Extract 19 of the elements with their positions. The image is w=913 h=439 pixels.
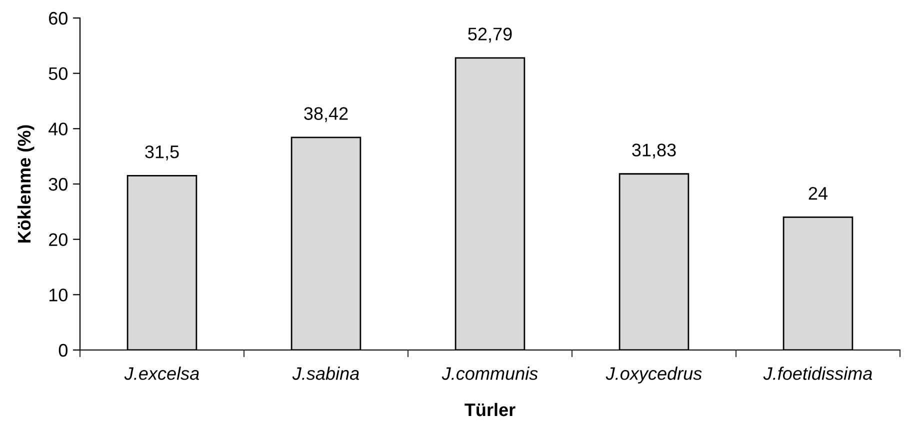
y-tick-label: 60 [49,12,68,25]
x-axis-title: Türler [464,402,516,416]
data-label: 31,83 [632,144,676,159]
y-tick-label: 40 [48,122,68,136]
y-tick-label: 50 [48,67,68,80]
x-tick-label: J.excelsa [124,366,200,380]
data-label: 52,79 [468,28,512,43]
y-tick-label: 10 [49,288,68,302]
x-tick-label: J.oxycedrus [606,366,702,384]
data-label: 24 [808,186,828,200]
x-tick-label: J.sabina [292,366,360,380]
x-tick-label: J.communis [442,366,538,380]
y-axis-title: Köklenme (%) [17,125,34,242]
y-tick-label: 30 [48,178,68,191]
data-label: 38,42 [304,107,348,122]
data-label: 31,5 [145,145,179,160]
y-tick-label: 0 [58,344,68,357]
y-tick-label: 20 [49,233,68,246]
x-tick-label: J.foetidissima [763,366,872,380]
